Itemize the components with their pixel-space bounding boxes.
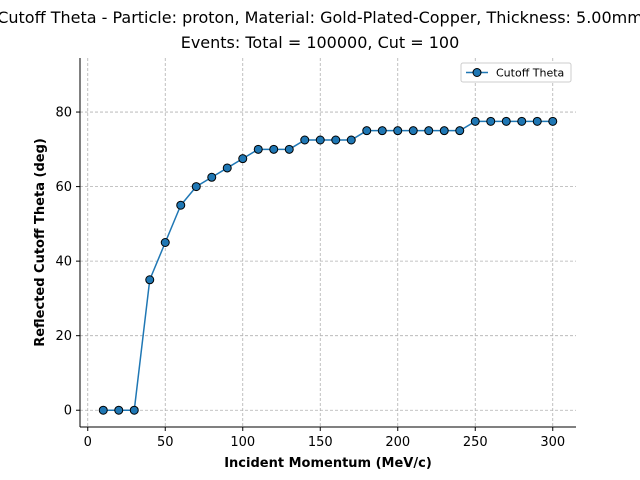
data-point (517, 116, 527, 126)
data-point (331, 135, 341, 145)
x-tick-label: 200 (385, 435, 410, 450)
data-point (176, 200, 186, 210)
ticks: 0 50 100 150 200 250 300 0 20 40 60 80 (55, 106, 565, 450)
data-point (269, 144, 279, 154)
data-point (470, 116, 480, 126)
data-point (532, 116, 542, 126)
series-layer (98, 116, 558, 415)
y-axis-label: Reflected Cutoff Theta (deg) (33, 138, 48, 347)
x-axis-label: Incident Momentum (MeV/c) (224, 456, 432, 471)
legend-box (460, 62, 572, 83)
data-point (346, 135, 356, 145)
data-point (501, 116, 511, 126)
data-point (548, 116, 558, 126)
data-point (424, 126, 434, 136)
grid (80, 58, 576, 427)
legend-label: Cutoff Theta (496, 67, 564, 80)
x-tick-label: 250 (463, 435, 488, 450)
data-point (315, 135, 325, 145)
data-point (362, 126, 372, 136)
y-tick-label: 60 (55, 180, 72, 195)
data-point (253, 144, 263, 154)
x-tick-label: 0 (84, 435, 92, 450)
legend-marker (472, 68, 482, 77)
y-tick-label: 0 (64, 404, 72, 419)
x-tick-label: 150 (308, 435, 333, 450)
data-point (207, 172, 217, 182)
data-point (238, 154, 248, 164)
x-tick-label: 100 (230, 435, 255, 450)
data-point (439, 126, 449, 136)
data-point (377, 126, 387, 136)
y-tick-label: 20 (55, 329, 72, 344)
data-point (486, 116, 496, 126)
data-point (98, 405, 108, 415)
data-point (300, 135, 310, 145)
data-point (455, 126, 465, 136)
data-point (408, 126, 418, 136)
data-point (145, 275, 155, 285)
data-point (222, 163, 232, 173)
legend: Cutoff Theta (460, 62, 572, 83)
x-tick-label: 50 (157, 435, 174, 450)
data-point (284, 144, 294, 154)
data-point (114, 405, 124, 415)
data-point (160, 238, 170, 247)
data-point (191, 182, 201, 192)
data-point (129, 405, 139, 415)
chart-subtitle: Events: Total = 100000, Cut = 100 (181, 33, 460, 52)
y-tick-label: 80 (55, 106, 72, 121)
data-point (393, 126, 403, 136)
y-tick-label: 40 (55, 255, 72, 270)
x-tick-label: 300 (540, 435, 565, 450)
chart-title: Cutoff Theta - Particle: proton, Materia… (0, 8, 640, 27)
